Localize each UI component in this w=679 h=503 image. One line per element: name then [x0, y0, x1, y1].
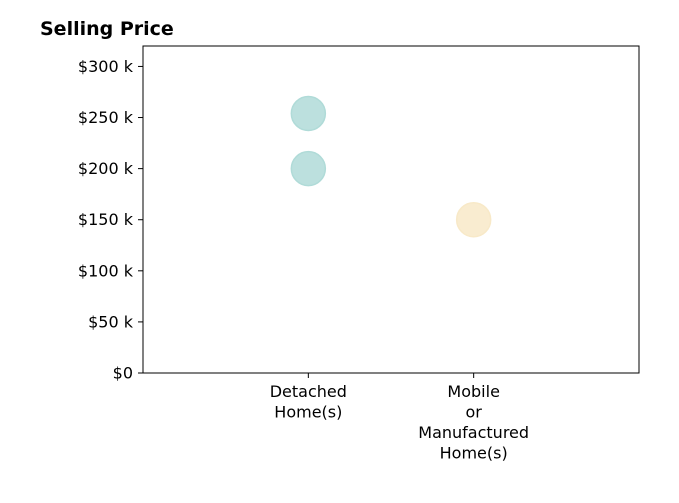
- plot-frame: [142, 45, 640, 374]
- y-tick-label: $300 k: [78, 57, 134, 76]
- data-point: [290, 150, 327, 187]
- plot-area: $0 $50 k $100 k $150 k $200 k $250 k $300 k Det…: [78, 45, 640, 463]
- y-tick-label: $150 k: [78, 210, 134, 229]
- x-tick-label: Detached Home(s): [270, 382, 347, 422]
- data-point: [290, 95, 327, 132]
- chart-title: Selling Price: [40, 18, 174, 40]
- y-tick-label: $50 k: [88, 312, 134, 331]
- y-tick-label: $200 k: [78, 159, 134, 178]
- data-point: [455, 201, 492, 238]
- y-tick-label: $0: [113, 364, 133, 383]
- y-tick-label: $100 k: [78, 261, 134, 280]
- x-tick-label: Mobile or Manufactured Home(s): [418, 382, 529, 463]
- y-tick-label: $250 k: [78, 108, 134, 127]
